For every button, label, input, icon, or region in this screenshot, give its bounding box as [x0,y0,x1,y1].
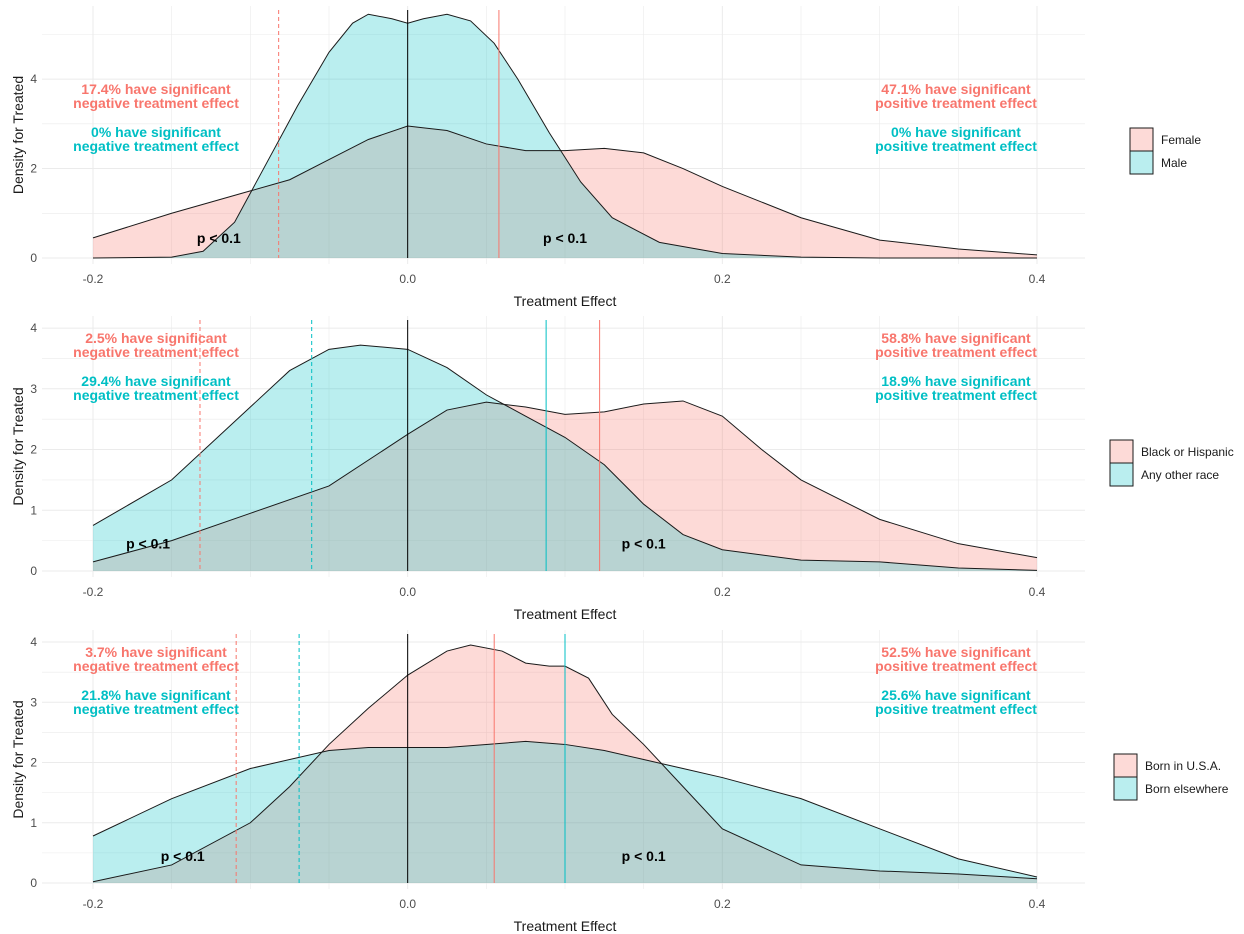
annotation-left-2-line2: negative treatment effect [73,701,239,717]
annotation-left-1-line1: 2.5% have significant [85,330,227,346]
x-tick-label: 0.4 [1029,897,1046,911]
legend-key-2 [1113,776,1138,801]
gridlines [42,316,1085,577]
y-axis-title: Density for Treated [10,387,26,505]
y-tick-label: 1 [30,503,37,517]
legend-key-2 [1109,462,1134,487]
annotation-right-2-line1: 18.9% have significant [881,373,1031,389]
x-tick-label: 0.2 [714,585,731,599]
y-tick-label: 4 [30,321,37,335]
annotation-left-1-line2: negative treatment effect [73,95,239,111]
p-value-label-1: p < 0.1 [197,230,241,246]
density-line-2 [92,13,1037,259]
legend-key-bg [1110,463,1133,486]
p-value-label-2: p < 0.1 [622,536,666,552]
y-tick-label: 2 [30,162,37,176]
p-value-label-2: p < 0.1 [543,230,587,246]
x-tick-label: 0.0 [399,272,416,286]
legend-label-2: Born elsewhere [1145,782,1229,796]
x-tick-label: 0.0 [399,585,416,599]
x-tick-label: -0.2 [83,272,104,286]
legend-key-1 [1129,127,1154,152]
y-tick-label: 0 [30,564,37,578]
x-tick-label: -0.2 [83,897,104,911]
annotation-left-2-line1: 0% have significant [91,124,221,140]
density-area-2 [93,14,1037,259]
legend-label-2: Male [1161,156,1187,170]
legend-label-2: Any other race [1141,468,1219,482]
annotation-right-1-line1: 52.5% have significant [881,644,1031,660]
legend-key-2 [1129,150,1154,175]
annotation-left-2-line2: negative treatment effect [73,138,239,154]
legend-key-bg [1114,754,1137,777]
x-axis-title: Treatment Effect [514,293,617,309]
density-line-2 [92,344,1038,571]
density-line-1 [92,400,1038,563]
density-line-1 [92,125,1038,256]
x-tick-label: 0.4 [1029,585,1046,599]
legend-key-bg [1110,440,1133,463]
x-tick-label: 0.2 [714,897,731,911]
annotation-left-1-line1: 17.4% have significant [81,81,231,97]
legend-key-1 [1113,753,1138,778]
annotation-left-1-line1: 3.7% have significant [85,644,227,660]
annotation-right-1-line2: positive treatment effect [875,95,1037,111]
x-tick-label: 0.0 [399,897,416,911]
legend-key-bg [1114,777,1137,800]
annotation-right-2-line2: positive treatment effect [875,701,1037,717]
annotation-right-1-line2: positive treatment effect [875,344,1037,360]
x-tick-label: -0.2 [83,585,104,599]
annotation-right-1-line2: positive treatment effect [875,658,1037,674]
legend-key-bg [1130,128,1153,151]
p-value-label-1: p < 0.1 [126,536,170,552]
annotation-left-2-line1: 29.4% have significant [81,373,231,389]
annotation-left-1-line2: negative treatment effect [73,344,239,360]
p-value-label-1: p < 0.1 [161,848,205,864]
y-tick-label: 0 [30,251,37,265]
y-axis-title: Density for Treated [10,700,26,818]
x-tick-label: 0.4 [1029,272,1046,286]
y-tick-label: 1 [30,816,37,830]
y-tick-label: 3 [30,695,37,709]
y-tick-label: 2 [30,756,37,770]
annotation-right-1-line1: 58.8% have significant [881,330,1031,346]
y-tick-label: 0 [30,876,37,890]
density-line-2 [92,740,1038,878]
x-axis-title: Treatment Effect [514,918,617,934]
y-tick-label: 3 [30,382,37,396]
annotation-right-2-line1: 25.6% have significant [881,687,1031,703]
y-tick-label: 4 [30,72,37,86]
annotation-right-2-line1: 0% have significant [891,124,1021,140]
x-tick-label: 0.2 [714,272,731,286]
x-axis-title: Treatment Effect [514,606,617,622]
y-tick-label: 4 [30,635,37,649]
density-area-1 [93,400,1037,571]
gridlines [42,630,1085,889]
annotation-left-1-line2: negative treatment effect [73,658,239,674]
legend-label-1: Black or Hispanic [1141,445,1234,459]
density-line-1 [92,644,1038,883]
density-area-2 [93,345,1037,571]
annotation-left-2-line2: negative treatment effect [73,387,239,403]
annotation-right-1-line1: 47.1% have significant [881,81,1031,97]
annotation-left-2-line1: 21.8% have significant [81,687,231,703]
density-area-1 [93,126,1037,259]
p-value-label-2: p < 0.1 [622,848,666,864]
legend-key-1 [1109,439,1134,464]
legend-key-bg [1130,151,1153,174]
legend-label-1: Female [1161,133,1201,147]
legend: Born in U.S.A. Born elsewhere [1113,753,1229,801]
legend: Female Male [1129,127,1201,175]
y-axis-title: Density for Treated [10,76,26,194]
annotation-right-2-line2: positive treatment effect [875,387,1037,403]
legend-label-1: Born in U.S.A. [1145,759,1221,773]
y-tick-label: 2 [30,443,37,457]
legend: Black or Hispanic Any other race [1109,439,1234,487]
annotation-right-2-line2: positive treatment effect [875,138,1037,154]
